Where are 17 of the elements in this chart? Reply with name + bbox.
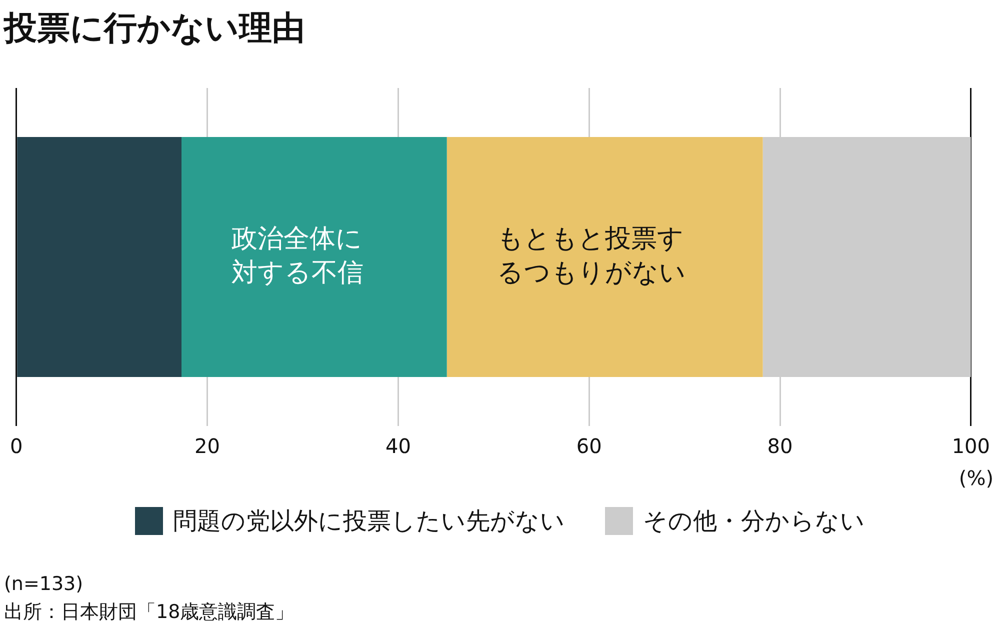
x-tick-label: 80 [767,434,793,458]
bar [446,137,763,377]
bar [17,137,182,377]
x-tick-label: 20 [194,434,220,458]
series-label: 政治全体に対する不信 [232,224,364,288]
bar [182,137,447,377]
x-tick-label: 0 [10,434,23,458]
x-axis-title: (%) [958,466,994,490]
series-label: もともと投票するつもりがない [496,224,686,288]
legend-label: 問題の党以外に投票したい先がない [173,506,565,537]
chart-title: 投票に行かない理由 [4,7,305,49]
text: (n=133) [4,572,84,597]
x-tick-label: 60 [576,434,602,458]
legend-label: その他・分からない [643,506,865,537]
text: 出所：日本財団「18歳意識調査」 [4,600,294,625]
x-tick-label: 40 [385,434,411,458]
x-tick-label: 100 [952,434,990,458]
